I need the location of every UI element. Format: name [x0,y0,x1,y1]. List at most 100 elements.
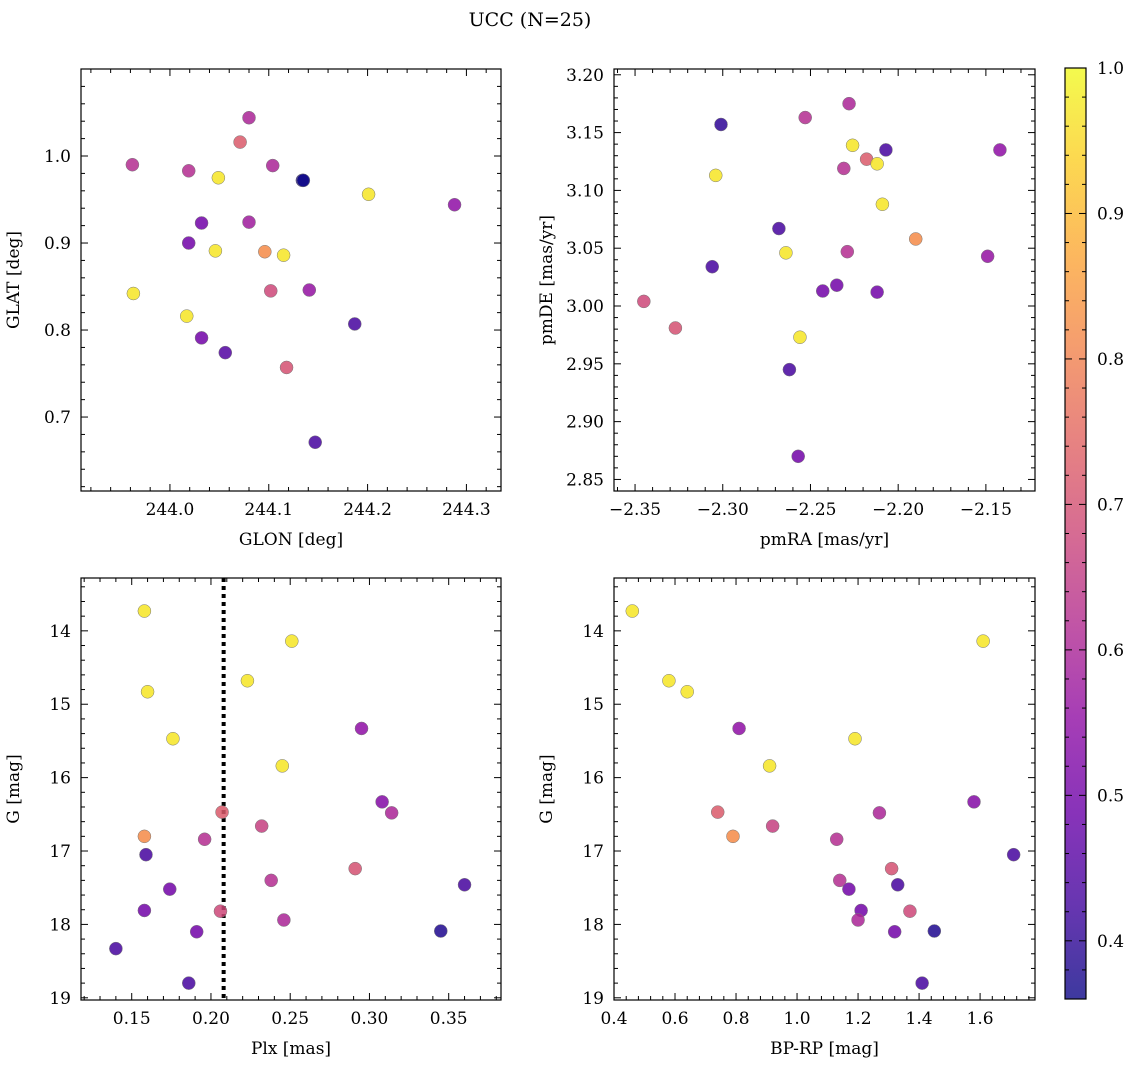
y-tick-label: 3.00 [566,297,604,317]
data-point [915,976,929,990]
x-tick-label: −2.15 [960,500,1012,520]
x-tick-label: 0.15 [113,1009,151,1029]
data-point [279,360,294,375]
data-point [277,913,291,927]
scatter-panel-4: 0.4 0.6 0.8 1.0 1.2 1.4 1.6 14 15 16 17 18 19 BP-RP [… [537,577,1036,1059]
y-tick-label: 0.8 [44,321,71,341]
figure-title: UCC (N=25) [469,9,592,31]
data-point [705,259,719,274]
data-point [181,236,196,250]
data-point [457,878,472,892]
data-point [208,244,223,258]
y-tick-label: 2.95 [566,355,604,375]
x-tick-label: 244.1 [244,500,293,520]
data-point [218,345,233,360]
plot-frame [80,577,502,1001]
data-point [710,805,725,819]
data-point [189,924,204,939]
x-tick-label: 244.2 [343,500,392,520]
data-point [1006,847,1021,862]
x-axis-label: pmRA [mas/yr] [760,530,889,550]
data-point [668,321,683,335]
y-axis-label: G [mag] [537,754,557,823]
plot-frame [613,68,1036,492]
x-tick-label: 0.6 [661,1009,688,1029]
data-point [779,246,793,260]
x-tick-label: 244.3 [442,500,491,520]
data-point [851,913,865,927]
y-tick-label: 3.15 [566,124,604,144]
data-point [348,861,362,876]
data-point [708,168,723,183]
data-point [714,117,728,132]
data-point [265,158,280,173]
y-tick-label: 17 [582,842,604,862]
plot-frame [613,577,1036,1001]
x-axis-label: GLON [deg] [239,530,343,550]
x-tick-label: 0.35 [430,1009,468,1029]
data-point [842,96,856,111]
scatter-panel-3: 0.15 0.20 0.25 0.30 0.35 14 15 16 17 18 19 Plx [mas… [4,577,502,1059]
y-tick-label: 3.10 [566,181,604,201]
data-point [976,634,990,648]
x-axis-label: BP-RP [mag] [770,1039,879,1059]
data-point [791,449,805,464]
data-point [215,805,229,819]
data-point [126,286,141,301]
data-point [242,110,256,125]
x-tick-label: 0.20 [192,1009,230,1029]
colorbar-tick-label: 0.9 [1097,204,1124,224]
data-point [354,721,369,736]
data-point [137,903,152,918]
data-point [137,829,152,844]
x-tick-label: 0.4 [600,1009,627,1029]
data-point [242,215,256,229]
data-point [434,924,448,938]
y-tick-label: 19 [49,989,71,1009]
y-tick-label: 2.85 [566,470,604,490]
colorbar-tick-label: 0.6 [1097,641,1124,661]
data-point [263,284,278,298]
data-point [179,309,194,323]
data-point [887,924,902,939]
y-axis-label: pmDE [mas/yr] [537,215,557,345]
data-point [233,135,247,149]
data-point [197,832,212,847]
data-point [637,294,651,309]
data-point [967,795,981,809]
data-point [447,197,462,212]
x-tick-label: 0.8 [723,1009,750,1029]
y-tick-label: 16 [582,769,604,789]
data-point [875,197,890,212]
data-point [772,221,786,236]
x-axis-label: Plx [mas] [251,1039,331,1059]
data-point [194,216,209,230]
data-point [842,882,856,896]
data-point [798,110,812,125]
data-point [276,248,291,262]
scatter-panel-1: 244.0 244.1 244.2 244.3 0.7 0.8 0.9 1.0 GLON [de… [4,68,502,550]
data-point [890,878,905,892]
data-point [782,362,797,377]
data-point [872,806,887,820]
x-tick-label: 0.25 [271,1009,309,1029]
data-point [732,721,746,736]
data-point [765,819,780,833]
data-point [194,331,209,345]
data-point [213,904,228,918]
data-point [308,435,322,450]
y-axis-label: GLAT [deg] [4,231,24,329]
colorbar-tick-label: 1.0 [1097,59,1124,79]
y-tick-label: 18 [582,915,604,935]
data-point [927,924,942,938]
data-point [181,164,196,178]
data-point [361,187,376,202]
data-point [211,171,226,185]
data-point [829,832,844,847]
colorbar: 0.4 0.5 0.6 0.7 0.8 0.9 1.0 [1064,59,1124,1000]
data-point [662,673,676,688]
data-point [870,285,884,299]
colorbar-tick-label: 0.4 [1097,932,1124,952]
y-axis-label: G [mag] [4,754,24,823]
